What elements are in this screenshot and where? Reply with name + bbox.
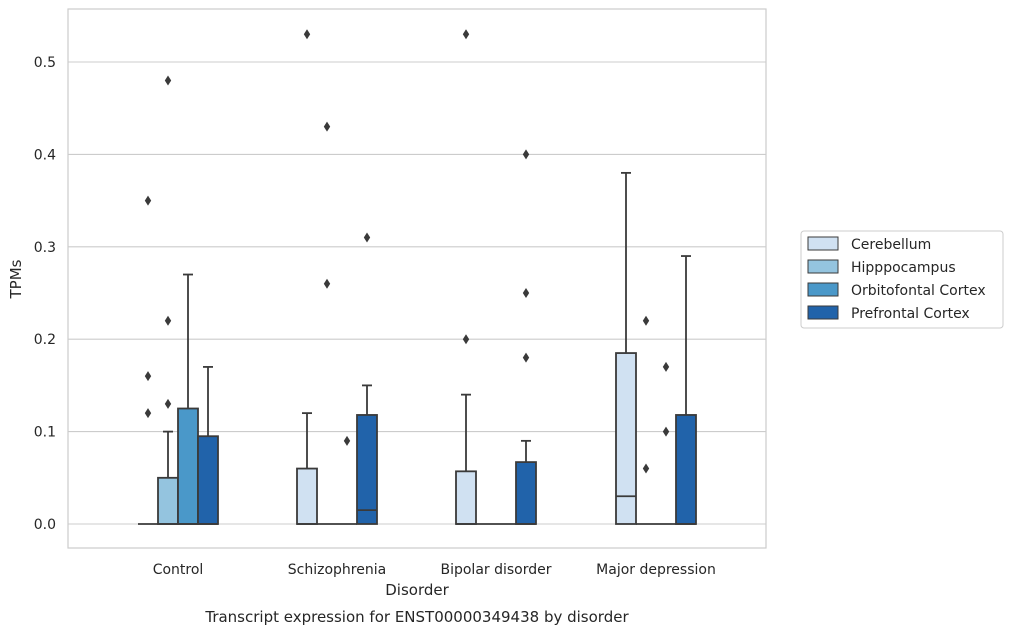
outlier-point (642, 463, 650, 474)
box-3-2 (515, 149, 537, 525)
box-body (455, 470, 477, 525)
legend-label: Hipppocampus (851, 260, 956, 276)
y-tick-label: 0.5 (34, 55, 56, 71)
box-body (197, 435, 219, 525)
y-tick-label: 0.0 (34, 517, 56, 533)
box-0-3 (615, 171, 637, 525)
boxes (138, 29, 697, 525)
box-body (356, 414, 378, 525)
legend-label: Orbitofontal Cortex (851, 283, 986, 299)
box-0-1 (296, 29, 318, 525)
box-1-3 (636, 315, 656, 525)
outlier-point (363, 232, 371, 243)
box-body (296, 467, 318, 525)
box-2-1 (337, 435, 357, 525)
box-1-0 (157, 75, 179, 525)
outlier-point (522, 352, 530, 363)
legend-items: Cerebellum Hipppocampus Orbitofontal Corte… (807, 236, 986, 322)
outlier-point (144, 408, 152, 419)
legend-swatch (807, 259, 839, 274)
box-3-0 (197, 366, 219, 525)
outlier-point (164, 75, 172, 86)
outlier-point (522, 288, 530, 298)
figure-caption: Transcript expression for ENST0000034943… (204, 608, 629, 626)
outlier-point (144, 195, 152, 206)
box-2-0 (177, 273, 199, 525)
outlier-point (164, 315, 172, 326)
y-tick-label: 0.3 (34, 240, 56, 256)
legend-frame (800, 230, 1004, 329)
box-0-0 (138, 195, 158, 525)
box-3-1 (356, 232, 378, 525)
x-tick-label: Schizophrenia (288, 562, 386, 578)
x-axis-label: Disorder (385, 581, 449, 599)
box-1-1 (317, 121, 337, 525)
grid-lines (68, 61, 766, 525)
legend-swatch (807, 282, 839, 297)
legend-swatch (807, 305, 839, 320)
y-tick-label: 0.1 (34, 425, 56, 441)
box-body (515, 461, 537, 525)
x-tick-label: Major depression (596, 562, 716, 578)
y-tick-label: 0.4 (34, 147, 56, 163)
outlier-point (323, 278, 331, 289)
box-body (675, 414, 697, 525)
outlier-point (662, 361, 670, 372)
outlier-point (323, 121, 331, 132)
y-tick-label: 0.2 (34, 332, 56, 348)
outlier-point (462, 29, 470, 40)
box-body (615, 352, 637, 525)
y-tick-labels: 0.0 0.1 0.2 0.3 0.4 0.5 (34, 55, 56, 533)
outlier-point (642, 315, 650, 326)
legend-swatch (807, 236, 839, 251)
legend-label: Cerebellum (851, 237, 931, 253)
box-body (157, 476, 179, 525)
outlier-point (164, 398, 172, 409)
outlier-point (343, 435, 351, 446)
outlier-point (662, 426, 670, 437)
outlier-point (303, 29, 311, 40)
outlier-point (144, 371, 152, 382)
box-0-2 (455, 29, 477, 525)
box-body (177, 407, 199, 525)
outlier-point (462, 334, 470, 345)
x-tick-labels: Control Schizophrenia Bipolar disorder Majo… (153, 562, 716, 578)
legend: Cerebellum Hipppocampus Orbitofontal Corte… (800, 230, 1004, 329)
box-3-3 (675, 255, 697, 525)
plot-frame (67, 8, 767, 549)
legend-label: Prefrontal Cortex (851, 306, 970, 322)
box-2-3 (656, 361, 676, 525)
x-tick-label: Control (153, 562, 204, 578)
y-axis-label: TPMs (7, 259, 25, 299)
x-tick-label: Bipolar disorder (440, 562, 551, 578)
outlier-point (522, 149, 530, 160)
